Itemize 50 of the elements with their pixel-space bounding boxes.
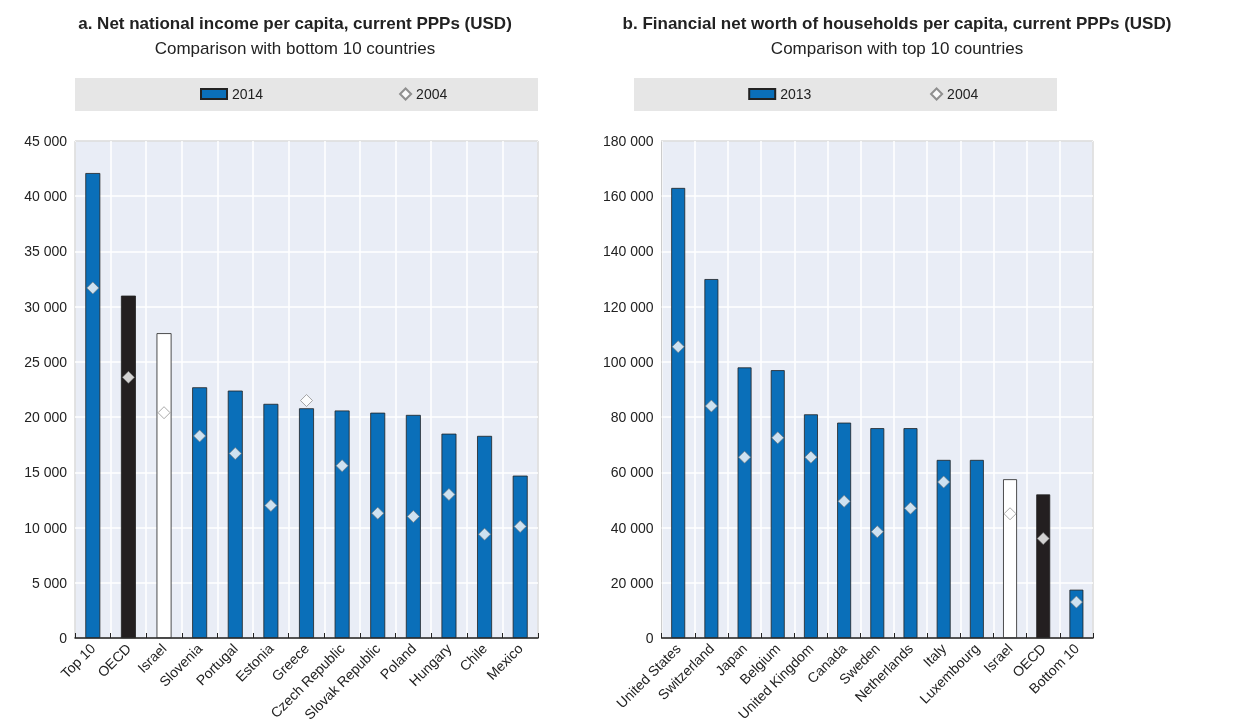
y-tick-label: 10 000: [24, 519, 68, 536]
y-tick-label: 140 000: [603, 243, 654, 260]
point: [1036, 532, 1050, 545]
point: [671, 340, 685, 354]
point: [406, 510, 420, 523]
y-tick-label: 20 000: [24, 409, 68, 426]
y-tick-label: 180 000: [603, 133, 654, 149]
y-tick-label: 15 000: [24, 464, 68, 481]
point: [193, 429, 207, 443]
point: [904, 501, 917, 515]
point: [870, 525, 884, 539]
y-tick-label: 120 000: [603, 298, 654, 315]
y-tick-label: 40 000: [24, 188, 68, 205]
legend-label: 2014: [232, 86, 264, 102]
point: [738, 450, 751, 464]
y-tick-label: 30 000: [24, 298, 68, 315]
point: [837, 494, 851, 508]
point: [442, 488, 456, 501]
point: [122, 370, 135, 384]
point: [771, 431, 785, 445]
legend-label: 2013: [780, 86, 812, 102]
y-tick-label: 20 000: [610, 574, 654, 591]
chart-subtitle: Comparison with top 10 countries: [770, 39, 1024, 58]
chart-title: a. Net national income per capita, current PPPs (USD): [78, 14, 512, 33]
y-tick-label: 160 000: [603, 188, 654, 205]
y-tick-label: 60 000: [610, 464, 654, 481]
chart-subtitle: Comparison with bottom 10 countries: [154, 39, 436, 58]
y-tick-label: 0: [59, 630, 68, 646]
y-tick-label: 0: [645, 630, 654, 646]
legend-label: 2004: [416, 86, 448, 102]
y-tick-label: 40 000: [610, 519, 654, 536]
point: [704, 399, 718, 413]
legend-label: 2004: [947, 86, 979, 102]
point: [513, 520, 527, 533]
point: [335, 459, 349, 473]
y-tick-label: 80 000: [610, 409, 654, 426]
point: [86, 281, 100, 295]
point: [371, 506, 385, 520]
y-tick-label: 5 000: [31, 574, 68, 591]
point: [228, 447, 242, 460]
point: [937, 475, 951, 489]
point: [478, 527, 491, 541]
y-tick-label: 45 000: [24, 133, 68, 149]
point: [300, 394, 313, 407]
y-tick-label: 25 000: [24, 353, 68, 370]
point: [804, 450, 818, 464]
point: [264, 499, 278, 512]
y-tick-label: 100 000: [603, 353, 654, 370]
y-tick-label: 35 000: [24, 243, 68, 260]
chart-title: b. Financial net worth of households per capita, current PPPs (USD): [622, 14, 1172, 33]
